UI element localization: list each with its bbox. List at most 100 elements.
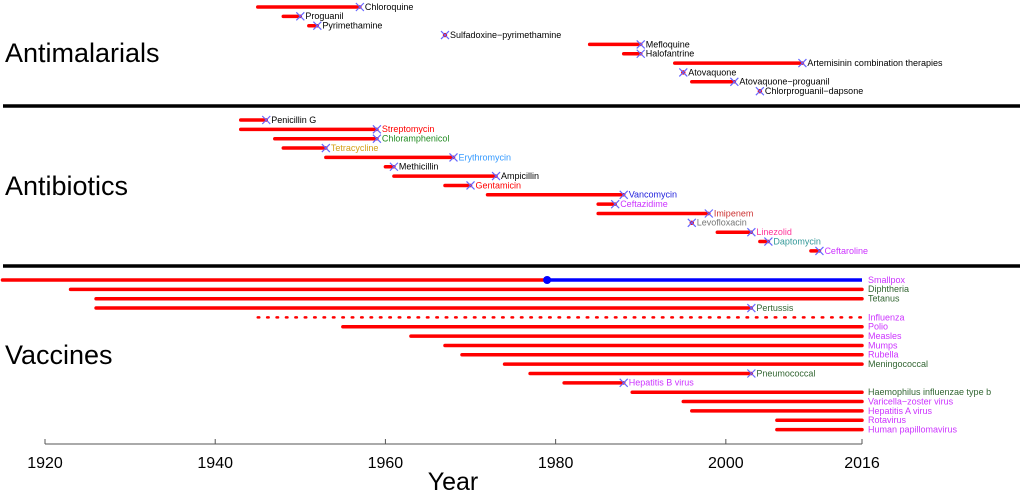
timeline-row: Polio <box>341 322 888 332</box>
resistance-x-marker <box>321 143 331 153</box>
x-tick-label: 1940 <box>197 455 233 472</box>
timeline-row: Methicillin <box>383 162 439 172</box>
item-label: Atovaquone <box>688 67 736 77</box>
resistance-x-marker <box>372 124 382 134</box>
timeline-row: Streptomycin <box>238 124 435 134</box>
item-label: Mefloquine <box>646 39 690 49</box>
timeline-row: Chloramphenicol <box>273 134 450 144</box>
item-label: Linezolid <box>756 227 792 237</box>
item-label: Ampicillin <box>501 171 539 181</box>
resistance-x-marker <box>449 152 458 162</box>
timeline-row: Meningococcal <box>502 359 928 369</box>
resistance-x-marker <box>619 190 629 200</box>
timeline-row: Mefloquine <box>587 39 690 49</box>
resistance-x-marker <box>312 21 322 31</box>
timeline-row: Pertussis <box>94 303 794 313</box>
timeline-row: Measles <box>409 331 902 341</box>
timeline-row: Penicillin G <box>238 115 316 125</box>
timeline-row: Pyrimethamine <box>307 21 382 31</box>
section-title: Antimalarials <box>5 38 160 68</box>
timeline-row: Chloroquine <box>256 2 414 12</box>
timeline-row: Tetracycline <box>281 143 379 153</box>
resistance-x-marker <box>763 237 773 246</box>
timeline-row: Atovaquone <box>678 67 736 77</box>
item-label: Streptomycin <box>382 124 435 134</box>
resistance-x-marker <box>636 39 646 49</box>
item-label: Polio <box>868 322 888 332</box>
resistance-x-marker <box>704 209 714 218</box>
timeline-row: Erythromycin <box>324 152 511 162</box>
item-label: Mumps <box>868 340 898 350</box>
item-label: Chloroquine <box>365 2 414 12</box>
timeline-row: Halofantrine <box>621 49 694 59</box>
item-label: Measles <box>868 331 902 341</box>
resistance-x-marker <box>798 58 807 68</box>
x-tick-label: 1980 <box>538 455 574 472</box>
timeline-row: Artemisinin combination therapies <box>673 58 943 68</box>
resistance-x-marker <box>755 86 765 96</box>
timeline-row: Chlorproguanil−dapsone <box>755 86 863 96</box>
item-label: Daptomycin <box>773 236 821 246</box>
resistance-x-marker <box>295 11 305 21</box>
timeline-row: Human papillomavirus <box>775 424 958 434</box>
resistance-x-marker <box>815 246 824 256</box>
timeline-row: Daptomycin <box>758 236 821 246</box>
item-label: Rubella <box>868 350 899 360</box>
timeline-row: Tetanus <box>94 294 900 304</box>
item-label: Varicella−zoster virus <box>868 396 954 406</box>
timeline-row: Ceftazidime <box>596 199 668 209</box>
item-label: Chlorproguanil−dapsone <box>765 86 863 96</box>
timeline-row: Rubella <box>460 350 899 360</box>
timeline-row: Imipenem <box>596 208 754 218</box>
resistance-x-marker <box>389 162 399 172</box>
timeline-row: Hepatitis A virus <box>690 406 933 416</box>
timeline-row: Atovaquone−proguanil <box>690 77 830 87</box>
x-axis-label: Year <box>428 468 479 496</box>
x-tick-label: 1920 <box>27 455 63 472</box>
item-label: Chloramphenicol <box>382 134 450 144</box>
resistance-x-marker <box>687 218 697 228</box>
item-label: Pneumococcal <box>756 368 815 378</box>
item-label: Atovaquone−proguanil <box>739 77 829 87</box>
item-label: Vancomycin <box>629 190 677 200</box>
item-label: Proguanil <box>305 11 343 21</box>
item-label: Tetracycline <box>331 143 379 153</box>
resistance-x-marker <box>636 49 646 59</box>
timeline-row: Diphtheria <box>68 284 909 294</box>
item-label: Imipenem <box>714 208 754 218</box>
x-tick-label: 2000 <box>708 455 744 472</box>
item-label: Ceftazidime <box>620 199 668 209</box>
item-label: Haemophilus influenzae type b <box>868 387 991 397</box>
timeline-row: Ampicillin <box>392 171 539 181</box>
item-label: Tetanus <box>868 294 900 304</box>
item-label: Gentamicin <box>476 180 522 190</box>
resistance-x-marker <box>466 181 475 190</box>
item-label: Diphtheria <box>868 284 909 294</box>
chart-marks: Antimalarials Chloroquine ProguanilPyrimet… <box>0 2 1020 434</box>
item-label: Pertussis <box>756 303 794 313</box>
timeline-row: Varicella−zoster virus <box>681 396 954 406</box>
timeline-row: Pneumococcal <box>528 368 815 378</box>
timeline-row: Hepatitis B virus <box>562 378 695 388</box>
x-tick-label: 1960 <box>368 455 404 472</box>
resistance-x-marker <box>619 378 629 388</box>
item-label: Pyrimethamine <box>322 21 382 31</box>
resistance-x-marker <box>372 134 382 144</box>
timeline-row: Mumps <box>443 340 898 350</box>
item-label: Artemisinin combination therapies <box>807 58 943 68</box>
item-label: Penicillin G <box>271 115 316 125</box>
item-label: Methicillin <box>399 162 439 172</box>
item-label: Sulfadoxine−pyrimethamine <box>450 30 561 40</box>
section-antimalarials: Antimalarials Chloroquine ProguanilPyrimet… <box>3 2 1020 108</box>
item-label: Hepatitis B virus <box>629 378 695 388</box>
item-label: Smallpox <box>868 275 906 285</box>
resistance-x-marker <box>729 77 739 87</box>
section-title: Antibiotics <box>5 171 128 201</box>
x-axis-ticks: 1920 1940 1960 1980 2000 2016 <box>27 439 880 472</box>
item-label: Human papillomavirus <box>868 424 958 434</box>
x-tick-label: 2016 <box>844 455 880 472</box>
timeline-row: Influenza <box>256 312 905 322</box>
timeline-row: Haemophilus influenzae type b <box>630 387 991 397</box>
resistance-x-marker <box>440 30 450 40</box>
